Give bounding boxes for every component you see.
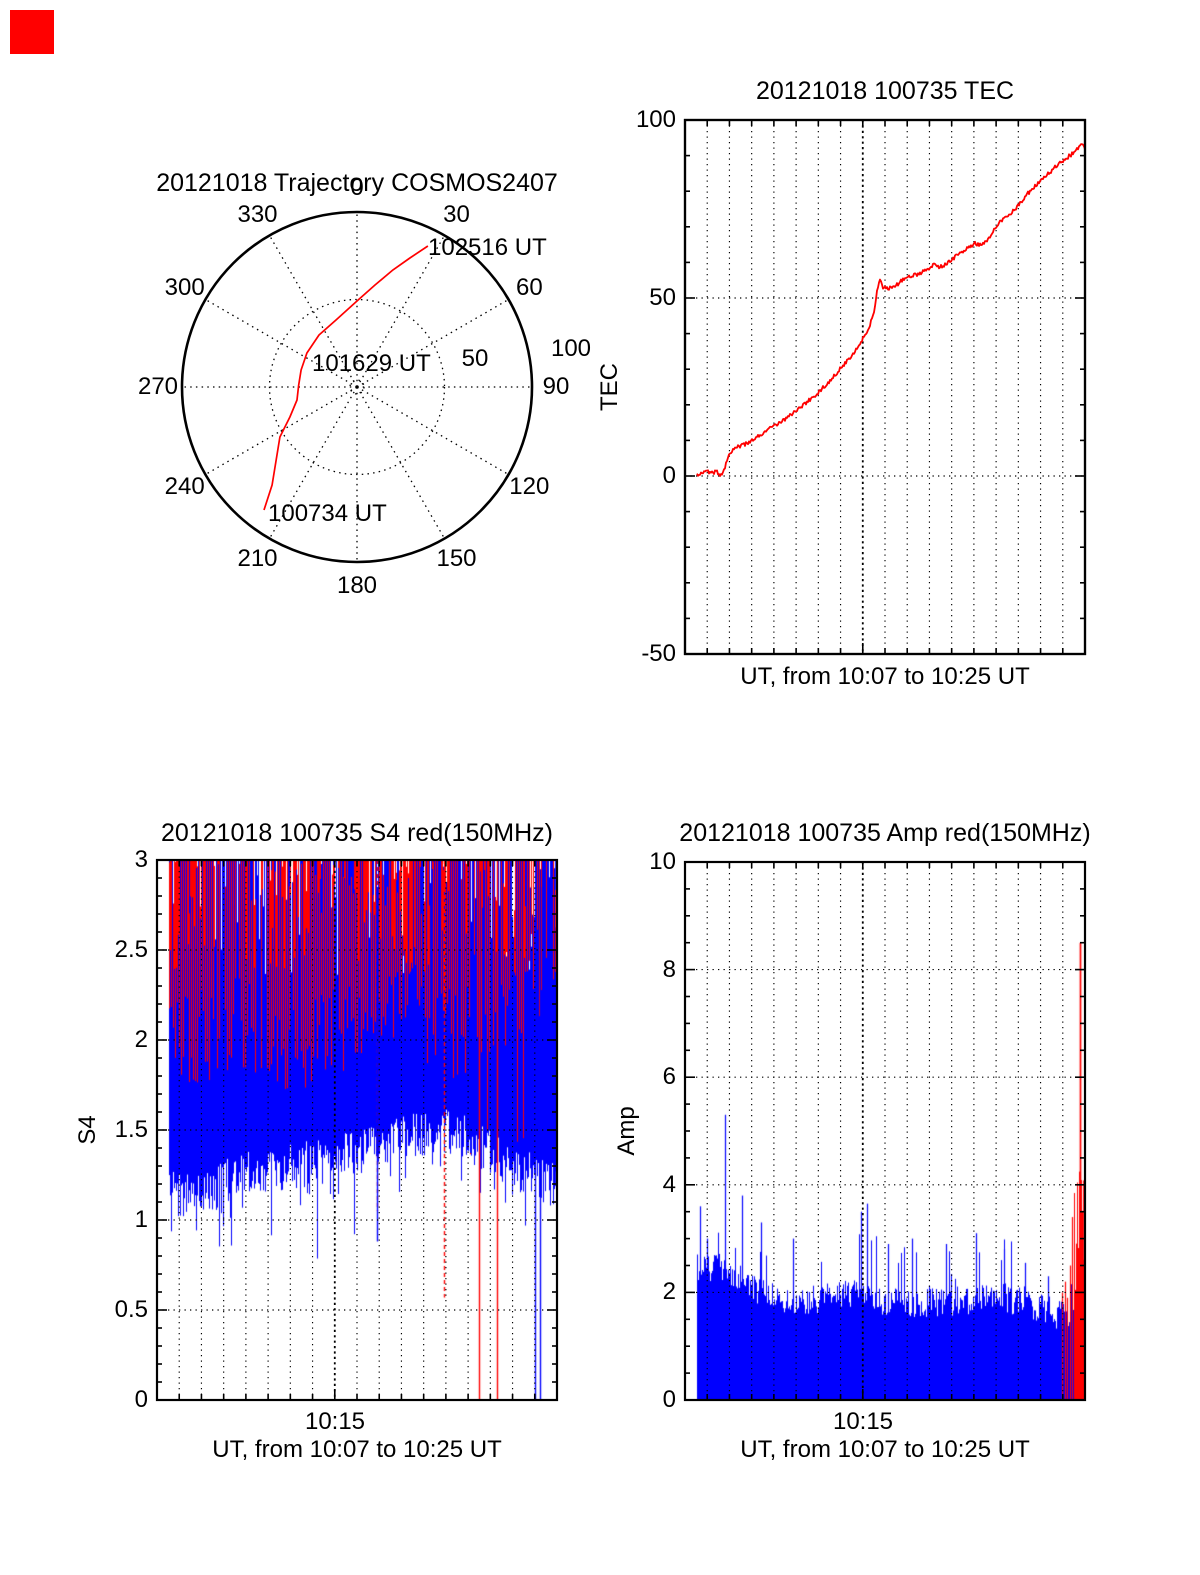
azimuth-tick-label: 180 <box>336 572 378 599</box>
s4-ytick-label: 2.5 <box>114 936 148 963</box>
tec-ytick-label: 50 <box>649 284 676 311</box>
ring-tick-label-50: 50 <box>461 345 489 372</box>
amp-ytick-label: 2 <box>662 1278 676 1306</box>
azimuth-tick-label: 120 <box>509 472 550 500</box>
azimuth-tick-label: 270 <box>137 373 179 400</box>
trajectory-line <box>263 245 429 511</box>
s4-ytick-label: 1 <box>134 1206 148 1233</box>
tec-curve <box>696 143 1086 477</box>
azimuth-tick-label: 240 <box>164 472 205 500</box>
amp-ylabel: Amp <box>613 1106 640 1156</box>
s4-ytick-label: 1.5 <box>114 1116 148 1143</box>
s4-ytick-label: 2 <box>134 1026 148 1053</box>
s4-ytick-label: 0 <box>134 1386 148 1413</box>
amp-noise-plot <box>685 862 1085 1400</box>
amp-ytick-label: 0 <box>662 1386 676 1413</box>
amp-title: 20121018 100735 Amp red(150MHz) <box>679 819 1091 847</box>
amp-ytick-label: 10 <box>649 848 676 875</box>
tec-title: 20121018 100735 TEC <box>755 77 1015 105</box>
azimuth-tick-label: 60 <box>515 273 543 301</box>
corner-marker <box>10 10 54 54</box>
azimuth-tick-label: 0 <box>350 174 364 201</box>
amp-ytick-label: 4 <box>662 1170 676 1198</box>
tec-ytick-label: 0 <box>662 462 676 489</box>
tec-ytick-label: -50 <box>641 640 676 667</box>
s4-xlabel: UT, from 10:07 to 10:25 UT <box>212 1436 502 1463</box>
tec-ytick-label: 100 <box>635 106 676 133</box>
waypoint-label-start: 100734 UT <box>268 500 387 527</box>
waypoint-label-mid: 101629 UT <box>312 350 431 377</box>
s4-ytick-label: 0.5 <box>114 1296 148 1323</box>
ring-tick-label-100: 100 <box>550 335 592 362</box>
amp-ytick-label: 6 <box>662 1063 676 1091</box>
azimuth-tick-label: 150 <box>436 545 477 573</box>
waypoint-label-end: 102516 UT <box>428 234 547 261</box>
azimuth-tick-label: 30 <box>443 200 470 228</box>
s4-xtick-1015: 10:15 <box>304 1408 366 1435</box>
azimuth-tick-label: 90 <box>542 373 570 400</box>
tec-ylabel: TEC <box>596 363 623 411</box>
amp-ytick-label: 8 <box>662 955 676 983</box>
azimuth-tick-label: 330 <box>237 200 278 228</box>
s4-title: 20121018 100735 S4 red(150MHz) <box>161 819 553 847</box>
azimuth-tick-label: 300 <box>164 273 205 301</box>
amp-xtick-1015: 10:15 <box>832 1408 894 1435</box>
tec-xlabel: UT, from 10:07 to 10:25 UT <box>740 663 1030 690</box>
s4-ytick-label: 3 <box>134 846 148 873</box>
azimuth-tick-label: 210 <box>237 545 278 573</box>
polar-title: 20121018 Trajectory COSMOS2407 <box>156 169 558 197</box>
amp-xlabel: UT, from 10:07 to 10:25 UT <box>740 1436 1030 1463</box>
